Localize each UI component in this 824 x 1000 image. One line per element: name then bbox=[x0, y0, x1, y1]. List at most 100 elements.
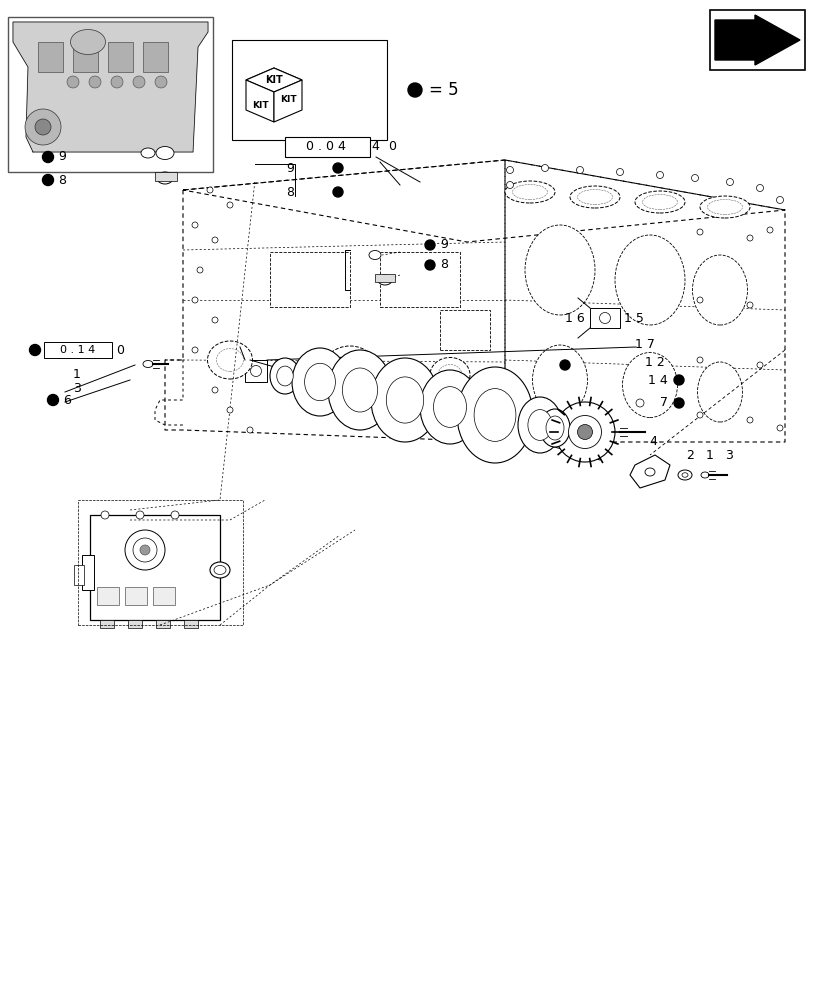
Text: 1 1: 1 1 bbox=[295, 365, 314, 378]
Circle shape bbox=[125, 530, 165, 570]
Circle shape bbox=[136, 511, 144, 519]
Circle shape bbox=[155, 76, 167, 88]
Circle shape bbox=[776, 196, 784, 204]
Circle shape bbox=[560, 360, 570, 370]
Polygon shape bbox=[630, 455, 670, 488]
Ellipse shape bbox=[371, 358, 439, 442]
Circle shape bbox=[674, 375, 684, 385]
Circle shape bbox=[333, 187, 343, 197]
Text: 0: 0 bbox=[116, 344, 124, 357]
Circle shape bbox=[697, 229, 703, 235]
Bar bbox=[38, 42, 63, 72]
Ellipse shape bbox=[208, 341, 252, 379]
Circle shape bbox=[747, 235, 753, 241]
Circle shape bbox=[727, 178, 733, 186]
Bar bbox=[153, 587, 175, 605]
Circle shape bbox=[756, 184, 764, 192]
Bar bbox=[710, 10, 805, 70]
Circle shape bbox=[767, 227, 773, 233]
Circle shape bbox=[417, 417, 423, 423]
Ellipse shape bbox=[143, 360, 153, 367]
Text: 6: 6 bbox=[63, 393, 71, 406]
Ellipse shape bbox=[378, 275, 392, 285]
Text: KIT: KIT bbox=[251, 102, 269, 110]
Circle shape bbox=[192, 347, 198, 353]
Circle shape bbox=[43, 151, 54, 162]
Ellipse shape bbox=[156, 146, 174, 159]
Circle shape bbox=[425, 240, 435, 250]
Ellipse shape bbox=[645, 468, 655, 476]
Ellipse shape bbox=[474, 389, 516, 441]
Ellipse shape bbox=[678, 470, 692, 480]
Circle shape bbox=[212, 237, 218, 243]
Circle shape bbox=[250, 365, 261, 376]
Text: 9: 9 bbox=[286, 161, 294, 174]
Text: 4: 4 bbox=[649, 435, 657, 448]
Ellipse shape bbox=[214, 566, 226, 574]
Text: 7: 7 bbox=[660, 396, 668, 410]
Circle shape bbox=[747, 302, 753, 308]
Ellipse shape bbox=[277, 366, 293, 386]
Circle shape bbox=[691, 174, 699, 182]
Polygon shape bbox=[13, 22, 208, 152]
Bar bbox=[270, 252, 350, 307]
Bar bbox=[73, 42, 98, 72]
Ellipse shape bbox=[505, 181, 555, 203]
Text: 1: 1 bbox=[271, 363, 279, 376]
Bar bbox=[108, 42, 133, 72]
Text: 1: 1 bbox=[706, 449, 714, 462]
Bar bbox=[8, 17, 213, 172]
Ellipse shape bbox=[697, 362, 742, 422]
Circle shape bbox=[192, 222, 198, 228]
Ellipse shape bbox=[570, 186, 620, 208]
Ellipse shape bbox=[518, 397, 562, 453]
Circle shape bbox=[578, 424, 592, 440]
Text: 8: 8 bbox=[440, 258, 448, 271]
Circle shape bbox=[101, 511, 109, 519]
Text: 3: 3 bbox=[73, 381, 81, 394]
Text: 1 2: 1 2 bbox=[645, 356, 665, 368]
Text: 0: 0 bbox=[388, 140, 396, 153]
Circle shape bbox=[89, 76, 101, 88]
Circle shape bbox=[67, 76, 79, 88]
Ellipse shape bbox=[292, 348, 348, 416]
Ellipse shape bbox=[708, 200, 742, 215]
Circle shape bbox=[133, 538, 157, 562]
Circle shape bbox=[192, 297, 198, 303]
Text: 1: 1 bbox=[73, 368, 81, 381]
Circle shape bbox=[25, 109, 61, 145]
Circle shape bbox=[697, 357, 703, 363]
Bar bbox=[143, 42, 168, 72]
Circle shape bbox=[577, 166, 583, 174]
Text: 1 4: 1 4 bbox=[648, 373, 668, 386]
Circle shape bbox=[616, 168, 624, 176]
Circle shape bbox=[247, 427, 253, 433]
Circle shape bbox=[207, 187, 213, 193]
Ellipse shape bbox=[157, 172, 173, 184]
Ellipse shape bbox=[210, 562, 230, 578]
Circle shape bbox=[674, 398, 684, 408]
Bar bbox=[184, 620, 198, 628]
Bar bbox=[44, 342, 112, 358]
Circle shape bbox=[347, 417, 353, 423]
Ellipse shape bbox=[525, 225, 595, 315]
Text: 8: 8 bbox=[286, 186, 294, 198]
Circle shape bbox=[569, 416, 602, 448]
Ellipse shape bbox=[546, 416, 564, 440]
Circle shape bbox=[171, 511, 179, 519]
Text: 0 . 1 4: 0 . 1 4 bbox=[60, 345, 96, 355]
Text: 2: 2 bbox=[686, 449, 694, 462]
Bar bbox=[128, 620, 142, 628]
Ellipse shape bbox=[217, 349, 244, 371]
Text: 1 5: 1 5 bbox=[624, 312, 644, 324]
Bar bbox=[90, 515, 220, 620]
Polygon shape bbox=[246, 68, 302, 92]
Circle shape bbox=[600, 312, 611, 324]
Ellipse shape bbox=[322, 346, 377, 394]
Bar bbox=[232, 40, 387, 140]
Circle shape bbox=[227, 202, 233, 208]
Text: 3: 3 bbox=[725, 449, 733, 462]
Ellipse shape bbox=[578, 190, 612, 205]
Text: 4: 4 bbox=[371, 139, 379, 152]
Circle shape bbox=[697, 412, 703, 418]
